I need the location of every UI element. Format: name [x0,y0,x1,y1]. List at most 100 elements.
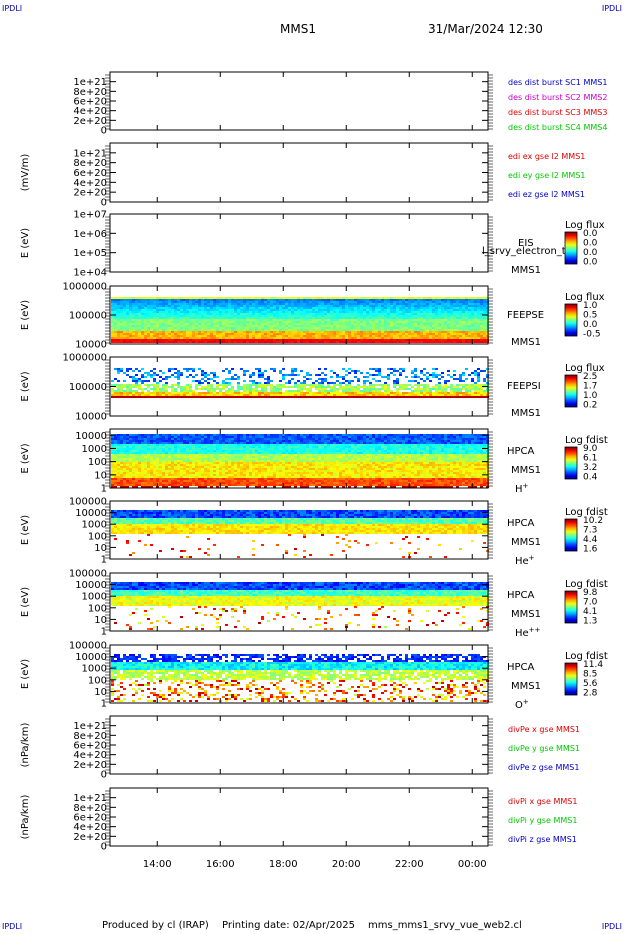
spectrogram-cell [282,317,285,319]
spectrogram-cell [480,299,483,301]
spectrogram-cell [390,335,393,337]
spectrogram-cell [411,325,414,327]
spectrogram-cell [162,462,165,464]
spectrogram-cell [183,339,186,341]
spectrogram-cell [444,297,447,299]
spectrogram-cell [300,331,303,333]
colorbar-tick-label: 0.0 [583,320,598,330]
spectrogram-cell [153,472,156,474]
spectrogram-cell [342,337,345,339]
spectrogram-cell [171,448,174,450]
y-tick-label: 1e+06 [73,229,107,240]
spectrogram-cell [162,472,165,474]
spectrogram-cell [390,392,393,394]
spectrogram-cell [444,337,447,339]
spectrogram-cell [348,331,351,333]
spectrogram-cell [354,297,357,299]
spectrogram-cell [465,311,468,313]
spectrogram-cell [129,309,132,311]
spectrogram-cell [438,307,441,309]
spectrogram-cell [294,305,297,307]
spectrogram-cell [219,329,222,331]
spectrogram-cell [138,341,141,343]
spectrogram-cell [393,323,396,325]
spectrogram-cell [255,315,258,317]
spectrogram-cell [150,452,153,454]
spectrogram-cell [117,438,120,440]
spectrogram-cell [351,309,354,311]
spectrogram-cell [129,468,132,470]
spectrogram-cell [309,329,312,331]
spectrogram-cell [426,376,429,378]
spectrogram-cell [291,317,294,319]
spectrogram-cell [423,374,426,376]
spectrogram-cell [432,319,435,321]
spectrogram-cell [162,484,165,486]
spectrogram-cell [204,380,207,382]
spectrogram-cell [375,305,378,307]
spectrogram-cell [246,370,249,372]
spectrogram-cell [474,299,477,301]
spectrogram-cell [162,476,165,478]
spectrogram-cell [375,384,378,386]
spectrogram-cell [204,341,207,343]
spectrogram-cell [462,305,465,307]
spectrogram-cell [375,323,378,325]
spacecraft-label: MMS1 [511,408,541,419]
spectrogram-cell [444,315,447,317]
spectrogram-cell [369,341,372,343]
spectrogram-cell [111,327,114,329]
spectrogram-cell [384,319,387,321]
spectrogram-cell [384,301,387,303]
spectrogram-cell [150,450,153,452]
spectrogram-cell [168,376,171,378]
spectrogram-cell [138,444,141,446]
spectrogram-cell [237,315,240,317]
spectrogram-cell [360,335,363,337]
spectrogram-cell [309,335,312,337]
spectrogram-cell [126,333,129,335]
spectrogram-cell [375,374,378,376]
spectrogram-cell [333,394,336,396]
spectrogram-cell [147,384,150,386]
spectrogram-cell [255,319,258,321]
spectrogram-cell [258,394,261,396]
spectrogram-cell [405,309,408,311]
spectrogram-cell [183,392,186,394]
spectrogram-cell [270,303,273,305]
spectrogram-cell [228,390,231,392]
spectrogram-cell [288,339,291,341]
spectrogram-cell [246,335,249,337]
spectrogram-cell [474,307,477,309]
spectrogram-cell [225,311,228,313]
spacecraft-title: MMS1 [280,22,316,36]
spectrogram-cell [423,390,426,392]
spectrogram-cell [483,335,486,337]
spectrogram-cell [210,297,213,299]
spectrogram-cell [198,319,201,321]
spectrogram-cell [354,331,357,333]
spectrogram-cell [282,297,285,299]
spectrogram-cell [126,303,129,305]
spectrogram-cell [378,380,381,382]
spectrogram-cell [411,396,414,398]
spectrogram-cell [414,305,417,307]
spectrogram-cell [264,299,267,301]
spectrogram-cell [390,323,393,325]
spectrogram-cell [378,317,381,319]
spectrogram-cell [363,317,366,319]
spectrogram-cell [363,309,366,311]
spectrogram-cell [207,325,210,327]
spectrogram-cell [156,384,159,386]
spectrogram-cell [339,333,342,335]
spectrogram-cell [126,394,129,396]
spectrogram-cell [411,335,414,337]
spectrogram-cell [141,376,144,378]
spectrogram-cell [237,394,240,396]
spectrogram-cell [183,333,186,335]
spectrogram-cell [147,315,150,317]
spectrogram-cell [336,311,339,313]
legend-entry: des dist burst SC3 MMS3 [508,108,607,117]
spectrogram-cell [399,327,402,329]
spectrogram-cell [126,337,129,339]
